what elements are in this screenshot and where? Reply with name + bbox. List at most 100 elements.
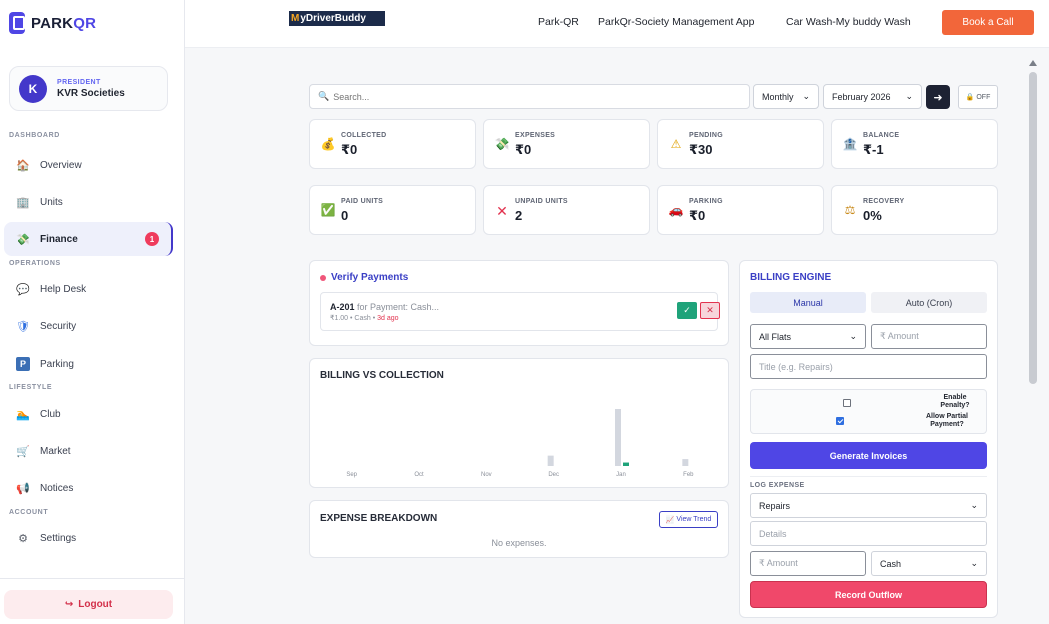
sidebar-item-market[interactable]: 🛒 Market <box>4 434 173 468</box>
stat-value: 0% <box>863 208 882 223</box>
payment-desc: for Payment: Cash... <box>354 302 440 312</box>
sidebar-item-label: Club <box>40 408 61 420</box>
stat-card-paid-units: ✅ PAID UNITS 0 <box>309 185 476 235</box>
sidebar-divider <box>0 578 185 579</box>
stat-value: ₹0 <box>515 142 532 157</box>
record-outflow-button[interactable]: Record Outflow <box>750 581 987 608</box>
stat-card-pending: ⚠ PENDING ₹30 <box>657 119 824 169</box>
sidebar-item-label: Parking <box>40 358 74 370</box>
sidebar-item-overview[interactable]: 🏠 Overview <box>4 148 173 182</box>
month-value: February 2026 <box>832 91 891 102</box>
verify-payments-panel: Verify Payments A-201 for Payment: Cash.… <box>309 260 729 346</box>
tab-auto-cron[interactable]: Auto (Cron) <box>871 292 987 313</box>
chart-title: BILLING VS COLLECTION <box>320 370 444 381</box>
building-icon: 🏢 <box>16 196 30 209</box>
warning-icon: ⚠ <box>670 137 682 151</box>
stat-card-recovery: ⚖ RECOVERY 0% <box>831 185 998 235</box>
stat-value: ₹30 <box>689 142 713 157</box>
parking-icon: P <box>16 357 30 371</box>
payment-age: 3d ago <box>377 315 399 322</box>
section-account: ACCOUNT <box>9 509 49 516</box>
x-tick-label: Sep <box>346 472 357 478</box>
trend-chart-icon: 📈 <box>665 516 675 524</box>
period-select[interactable]: Monthly ⌄ <box>753 84 819 109</box>
sidebar-item-notices[interactable]: 📢 Notices <box>4 471 173 505</box>
stat-card-balance: 🏦 BALANCE ₹-1 <box>831 119 998 169</box>
stat-value: ₹-1 <box>863 142 884 157</box>
partial-payment-checkbox[interactable] <box>836 417 844 425</box>
sidebar-item-label: Security <box>40 320 77 332</box>
nav-link-society-app[interactable]: ParkQr-Society Management App <box>598 16 755 28</box>
stat-label: BALANCE <box>863 132 900 139</box>
logout-button[interactable]: ↪ Logout <box>4 590 173 619</box>
toggle-off-button[interactable]: 🔒 OFF <box>958 85 998 109</box>
divider <box>750 476 987 477</box>
flats-select[interactable]: All Flats ⌄ <box>750 324 866 349</box>
sidebar-item-club[interactable]: 🏊 Club <box>4 397 173 431</box>
gear-icon: ⚙ <box>18 532 28 545</box>
check-box-icon: ✅ <box>320 203 336 217</box>
expense-category-select[interactable]: Repairs ⌄ <box>750 493 987 518</box>
avatar: K <box>19 74 47 103</box>
generate-invoices-button[interactable]: Generate Invoices <box>750 442 987 469</box>
empty-message: No expenses. <box>491 538 547 548</box>
house-icon: 🏠 <box>16 159 30 172</box>
logo-initial: M <box>291 13 300 24</box>
status-dot <box>320 275 326 281</box>
stat-card-collected: 💰 COLLECTED ₹0 <box>309 119 476 169</box>
bank-icon: 🏦 <box>842 137 858 151</box>
sidebar-item-parking[interactable]: P Parking <box>4 347 173 381</box>
nav-link-park-qr[interactable]: Park-QR <box>538 16 579 28</box>
approve-payment-button[interactable]: ✓ <box>677 302 697 319</box>
scrollbar-thumb[interactable] <box>1029 72 1037 384</box>
partial-label: Allow Partial Payment? <box>925 413 968 428</box>
brand-suffix: QR <box>73 14 97 32</box>
sidebar-item-help-desk[interactable]: 💬 Help Desk <box>4 272 173 306</box>
sidebar-item-label: Notices <box>40 482 74 494</box>
reject-payment-button[interactable]: ✕ <box>700 302 720 319</box>
book-a-call-button[interactable]: Book a Call <box>942 10 1034 35</box>
sidebar-item-finance[interactable]: 💸 Finance 1 <box>4 222 173 256</box>
profile-card[interactable]: K PRESIDENT KVR Societies <box>9 66 168 111</box>
cross-icon: ✕ <box>496 203 508 219</box>
logout-label: Logout <box>78 599 113 610</box>
penalty-checkbox[interactable] <box>843 399 851 407</box>
search-input[interactable] <box>333 91 734 102</box>
brand-logo[interactable]: PARKQR <box>9 11 96 35</box>
sidebar-item-settings[interactable]: ⚙ Settings <box>4 521 173 555</box>
search-box[interactable]: 🔍 <box>309 84 750 109</box>
month-select[interactable]: February 2026 ⌄ <box>823 84 922 109</box>
expense-amount-input[interactable]: ₹ Amount <box>750 551 866 576</box>
arrow-right-icon: ➜ <box>933 91 943 104</box>
view-trend-button[interactable]: 📈 View Trend <box>659 511 718 528</box>
sidebar-item-units[interactable]: 🏢 Units <box>4 185 173 219</box>
profile-role: PRESIDENT <box>57 78 101 86</box>
check-icon: ✓ <box>683 305 691 315</box>
megaphone-icon: 📢 <box>16 482 30 495</box>
stat-label: UNPAID UNITS <box>515 198 568 205</box>
payment-mode-select[interactable]: Cash ⌄ <box>871 551 987 576</box>
logout-icon: ↪ <box>64 599 74 610</box>
stat-label: PENDING <box>689 132 723 139</box>
expense-details-input[interactable]: Details <box>750 521 987 546</box>
bar-jan-series-0 <box>615 409 621 466</box>
sidebar-item-security[interactable]: 🛡 Security <box>4 309 173 343</box>
section-operations: OPERATIONS <box>9 260 61 267</box>
chevron-down-icon: ⌄ <box>970 558 978 568</box>
tab-manual[interactable]: Manual <box>750 292 866 313</box>
nav-link-car-wash[interactable]: Car Wash-My buddy Wash <box>786 16 911 28</box>
invoice-amount-input[interactable]: ₹ Amount <box>871 324 987 349</box>
billing-engine-title: BILLING ENGINE <box>750 272 832 283</box>
billing-collection-chart: Sep Oct Nov Dec Jan Feb <box>346 409 694 478</box>
sidebar-item-label: Settings <box>40 532 77 544</box>
stat-label: PARKING <box>689 198 723 205</box>
apply-filter-button[interactable]: ➜ <box>926 85 950 109</box>
parkqr-logo-icon <box>9 12 25 34</box>
scroll-up-arrow-icon[interactable] <box>1029 60 1037 66</box>
invoice-title-input[interactable]: Title (e.g. Repairs) <box>750 354 987 379</box>
x-tick-label: Jan <box>616 472 626 478</box>
bar-feb-series-0 <box>682 459 689 466</box>
stat-label: PAID UNITS <box>341 198 384 205</box>
chevron-down-icon: ⌄ <box>802 91 810 101</box>
